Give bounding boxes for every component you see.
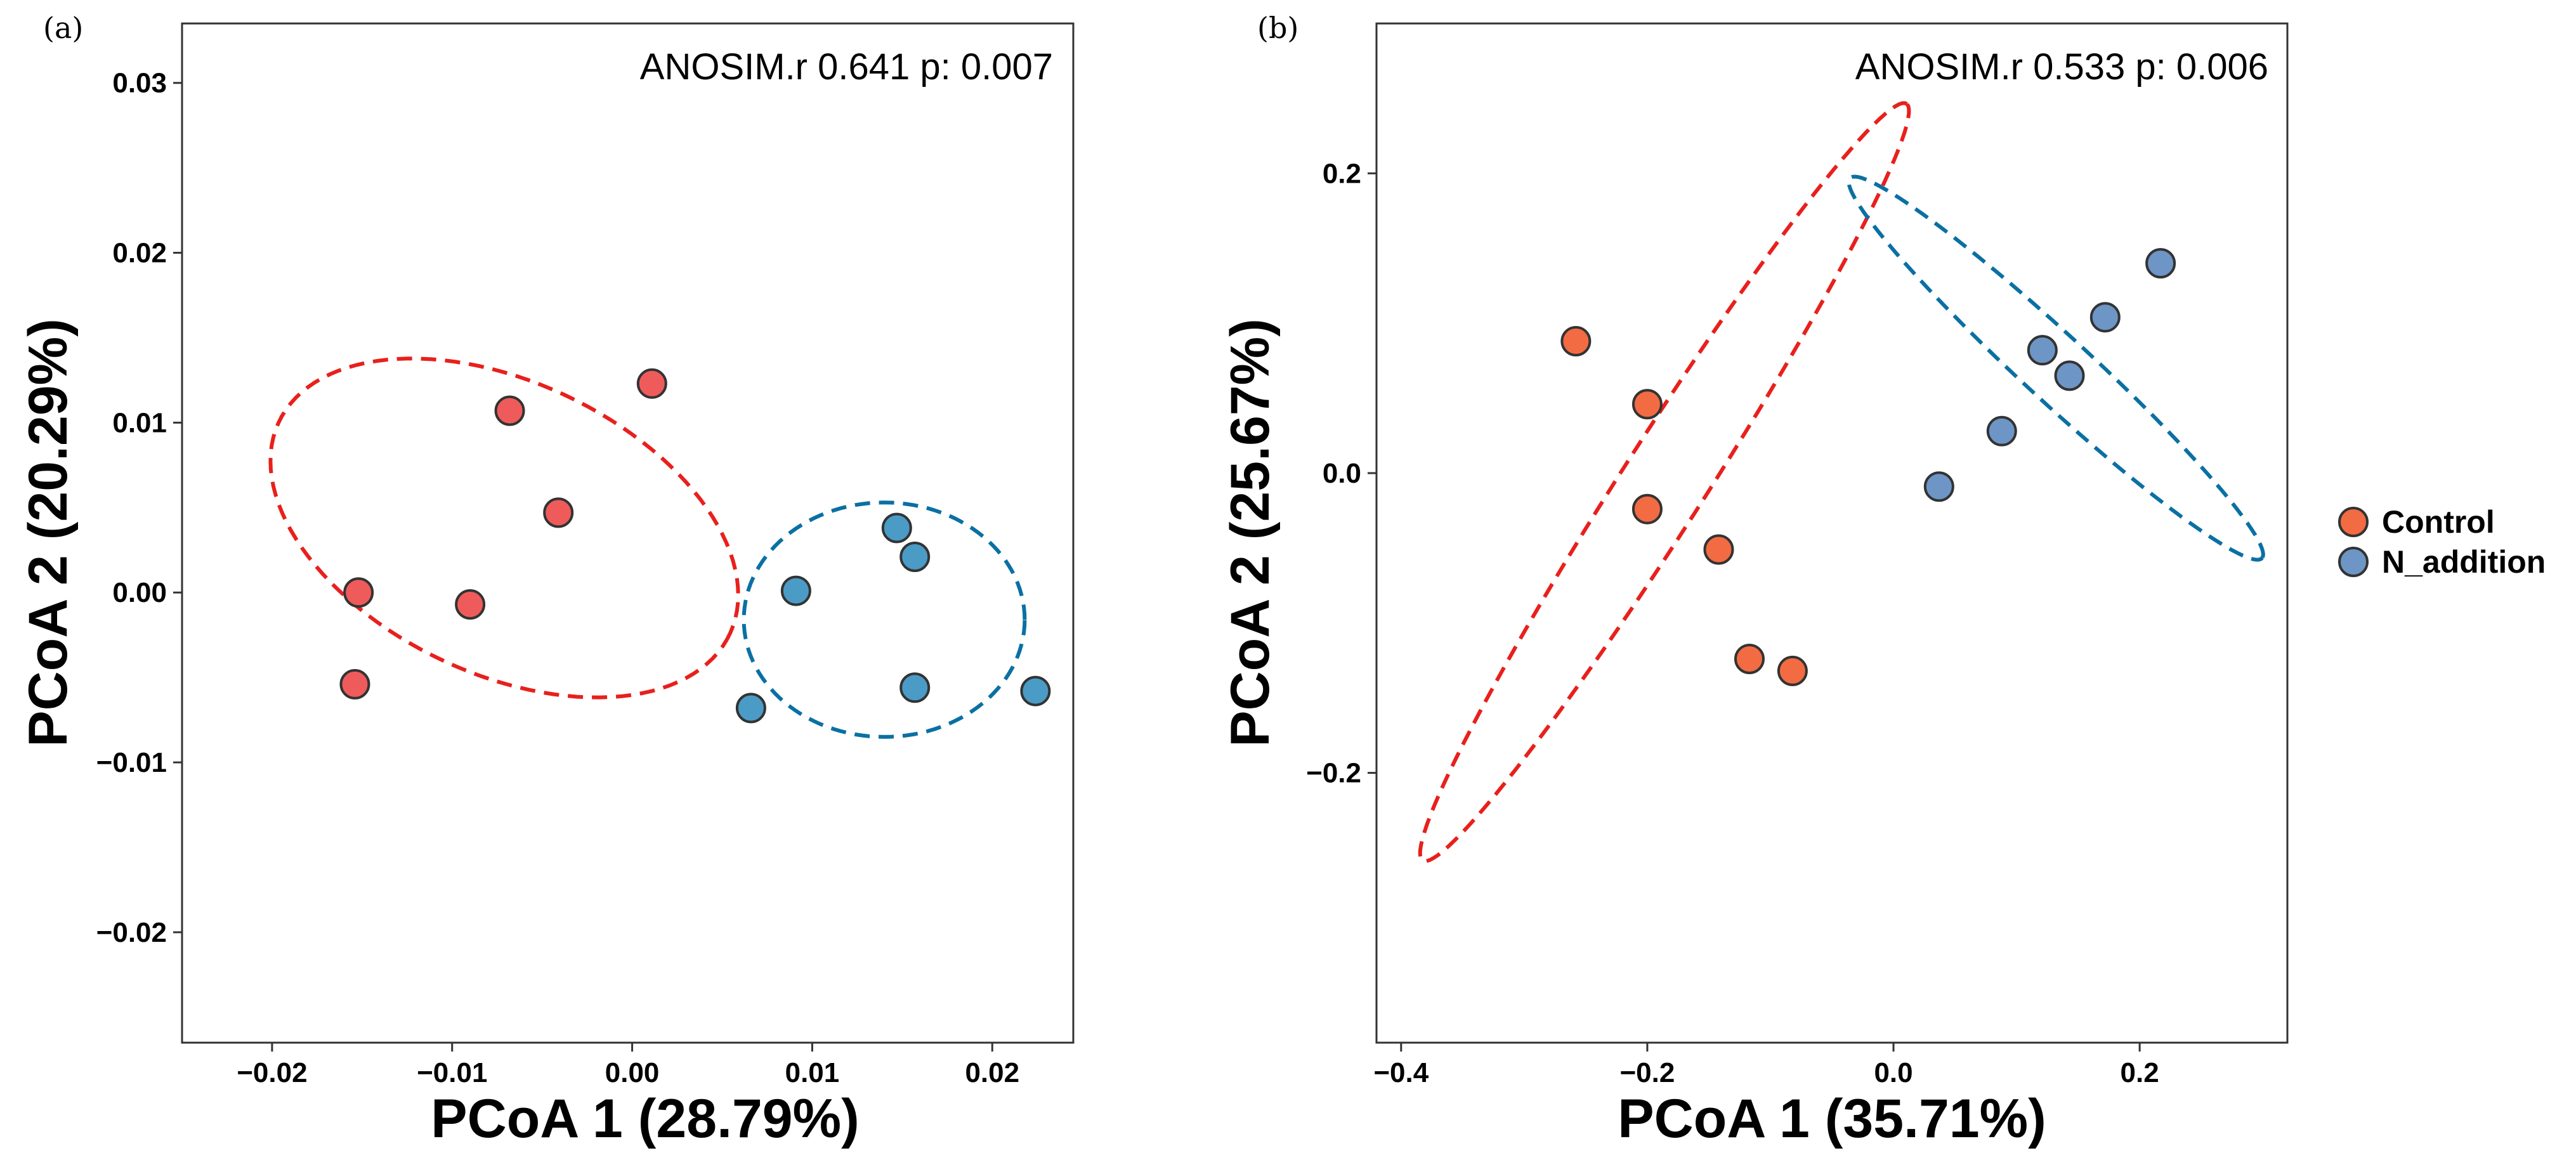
panel-a-y-tick-label: −0.02 [96,917,167,948]
panel-a-point-n-addition [881,512,912,544]
panel-b-point-n-addition [2089,302,2121,333]
panel-a-y-tick-label: 0.00 [112,577,167,608]
panel-a-point-control [494,395,525,426]
panel-b-point-control [1631,493,1663,525]
panel-b-point-n-addition [2145,248,2176,279]
panel-a-x-tick-label: 0.00 [605,1057,660,1088]
panel-b-point-n-addition [2027,335,2058,366]
panel-a-point-control [339,668,370,700]
panel-a-x-tick-label: −0.02 [237,1057,307,1088]
panel-b-point-n-addition [2054,360,2085,391]
panel-b-point-control [1631,389,1663,420]
panel-a-point-n-addition [899,541,931,572]
panel-a-point-control [455,589,486,620]
panel-b-y-axis-title: PCoA 2 (25.67%) [1220,318,1281,747]
panel-b-point-control [1560,326,1592,357]
panel-b-x-tick-label: 0.0 [1874,1057,1912,1088]
panel-a-y-tick-label: 0.03 [112,68,167,99]
panel-a-y-tick-label: 0.01 [112,407,167,438]
panel-a-y-tick-label: −0.01 [96,747,167,778]
panel-b-label: (b) [1257,11,1298,45]
legend-swatch-control [2338,507,2369,537]
panel-a: (a) ANOSIM.r 0.641 p: 0.007 PCoA 1 (28.7… [18,11,1075,1149]
legend: Control N_addition [2338,504,2546,580]
panel-a-x-tick-label: −0.01 [417,1057,487,1088]
panel-b: (b) ANOSIM.r 0.533 p: 0.006 PCoA 1 (35.7… [1220,11,2289,1149]
panel-a-x-axis-title: PCoA 1 (28.79%) [431,1088,860,1149]
panel-b-x-tick-label: −0.4 [1373,1057,1429,1088]
panel-a-point-n-addition [735,693,766,724]
panel-b-anosim-annotation: ANOSIM.r 0.533 p: 0.006 [1855,46,2268,88]
panel-a-point-n-addition [1020,675,1051,707]
panel-b-point-n-addition [1986,415,2017,446]
panel-a-ellipse-n-addition [742,500,1027,739]
panel-b-plot-frame [1375,22,2289,1044]
panel-a-x-tick-label: 0.02 [965,1057,1019,1088]
panel-b-point-control [1703,534,1734,565]
panel-b-ellipse-n-addition [1847,174,2265,562]
panel-a-point-n-addition [899,672,931,703]
panel-a-point-control [543,497,574,528]
panel-b-point-n-addition [1923,471,1954,502]
panel-a-y-axis-title: PCoA 2 (20.29%) [18,318,79,747]
panel-b-x-tick-label: −0.2 [1619,1057,1675,1088]
panel-b-point-control [1777,655,1808,686]
panel-b-point-control [1734,644,1765,675]
panel-a-point-control [636,368,667,399]
panel-a-point-n-addition [780,575,811,606]
panel-b-y-tick-label: 0.2 [1323,158,1361,189]
panel-b-y-tick-label: 0.0 [1323,458,1361,489]
panel-a-label: (a) [43,11,83,45]
panel-b-y-tick-label: −0.2 [1306,758,1361,789]
panel-a-anosim-annotation: ANOSIM.r 0.641 p: 0.007 [640,46,1053,88]
legend-label-control: Control [2382,504,2495,540]
panel-b-x-tick-label: 0.2 [2121,1057,2159,1088]
legend-swatch-n-addition [2338,547,2369,577]
panel-b-x-axis-title: PCoA 1 (35.71%) [1618,1088,2046,1149]
panel-b-ellipse-control [1418,101,1911,863]
panel-a-plot-frame [181,22,1075,1044]
legend-label-n-addition: N_addition [2382,544,2546,580]
panel-a-ellipse-control [268,356,740,700]
panel-a-y-tick-label: 0.02 [112,238,167,269]
panel-a-x-tick-label: 0.01 [785,1057,840,1088]
panel-a-point-control [343,577,374,608]
